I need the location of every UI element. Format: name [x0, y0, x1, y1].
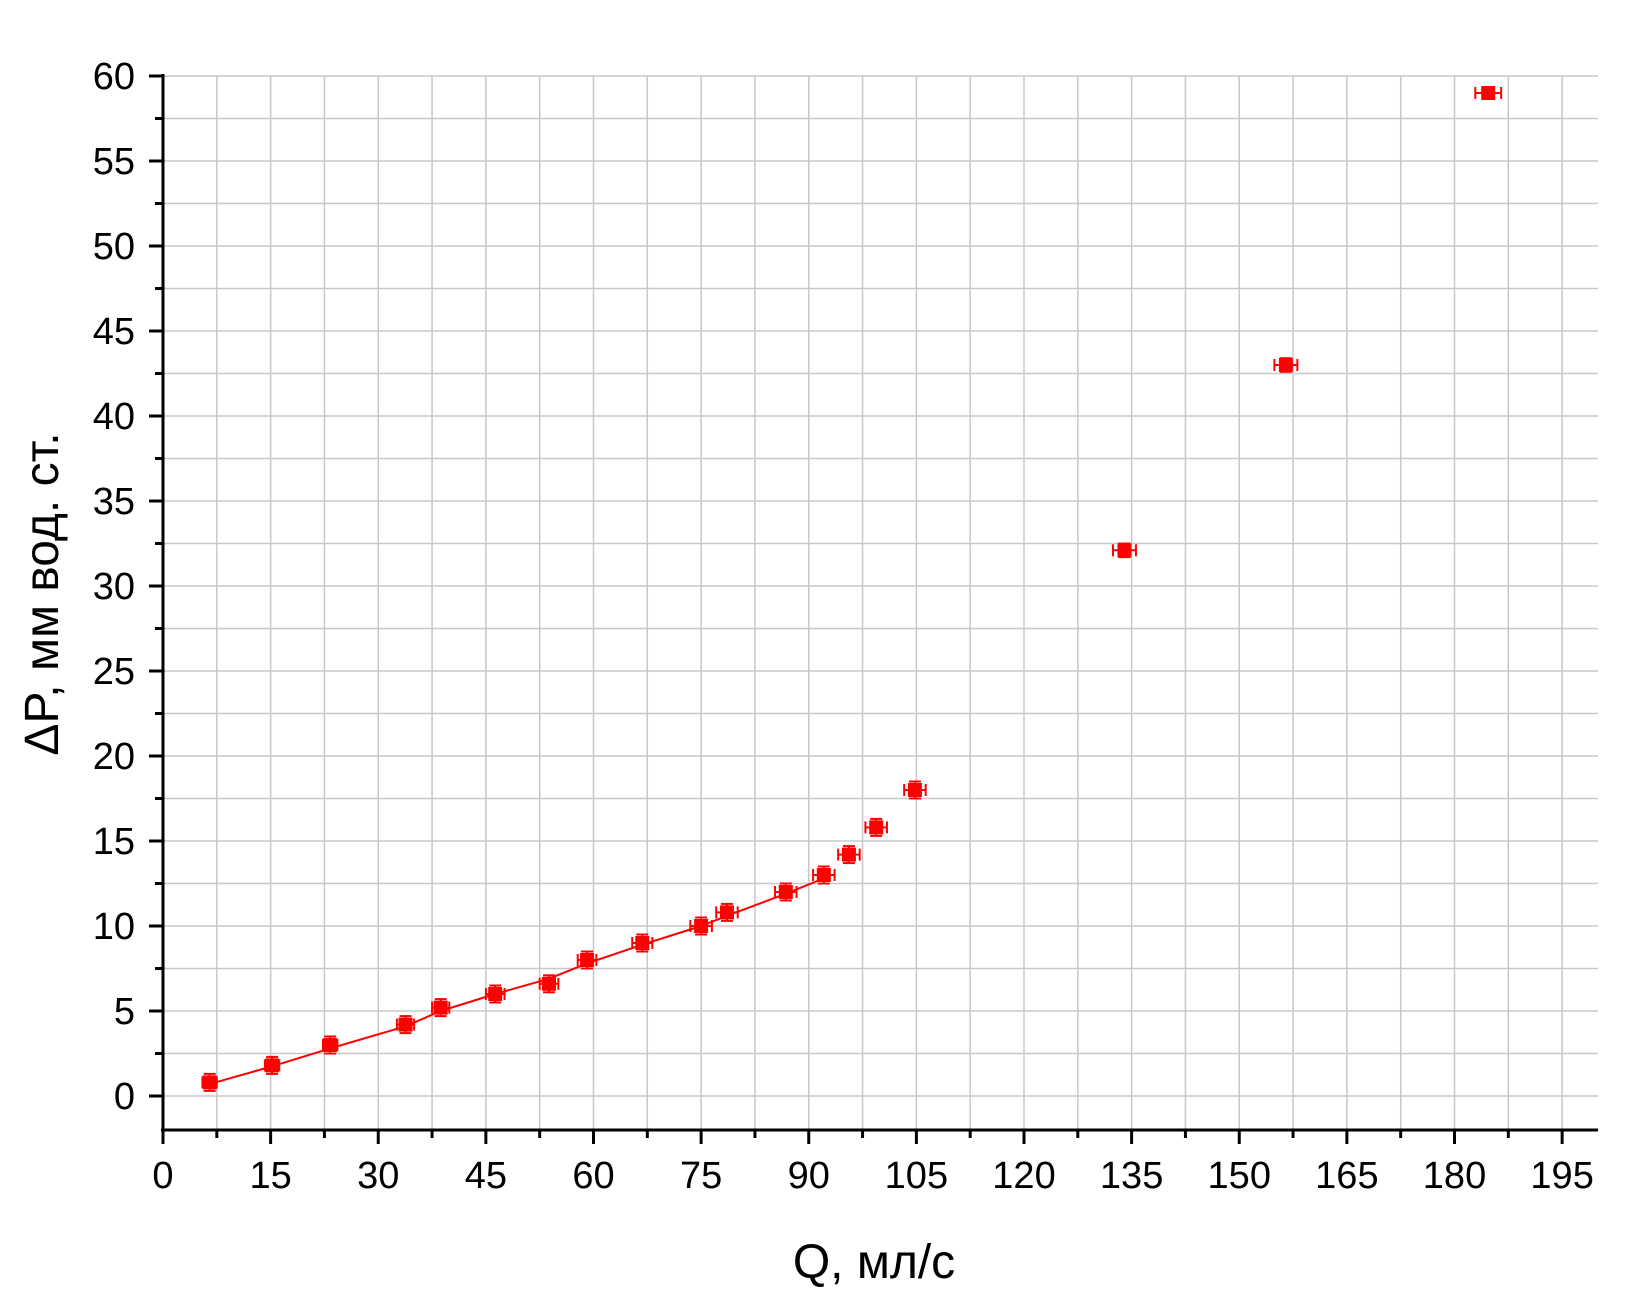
x-tick-label: 75 — [680, 1155, 722, 1197]
data-marker — [841, 847, 856, 862]
data-point — [812, 865, 836, 885]
x-tick-label: 30 — [357, 1155, 399, 1197]
data-point — [837, 845, 861, 865]
x-tick-label: 165 — [1315, 1155, 1378, 1197]
x-tick-label: 15 — [249, 1155, 291, 1197]
data-point — [1111, 542, 1137, 559]
data-point — [538, 974, 560, 994]
x-axis-title: Q, мл/с — [793, 1236, 955, 1289]
data-marker — [488, 987, 503, 1001]
data-point — [864, 817, 888, 837]
data-marker — [323, 1038, 338, 1052]
y-tick-label: 10 — [93, 906, 135, 948]
data-marker — [1481, 86, 1496, 100]
data-marker — [202, 1075, 217, 1090]
data-marker — [580, 953, 595, 967]
data-point — [322, 1035, 339, 1055]
data-point — [431, 998, 451, 1018]
data-point — [1474, 86, 1503, 100]
data-point — [774, 882, 798, 902]
data-point — [715, 902, 739, 922]
data-marker — [694, 919, 709, 933]
data-point — [689, 916, 713, 936]
grid — [163, 75, 1598, 1130]
data-marker — [778, 885, 793, 899]
data-points-layer — [201, 86, 1503, 1092]
data-point — [201, 1072, 218, 1092]
y-tick-label: 30 — [93, 566, 135, 608]
y-tick-label: 50 — [93, 226, 135, 268]
x-tick-label: 120 — [992, 1155, 1055, 1197]
y-tick-label: 20 — [93, 736, 135, 778]
y-tick-label: 0 — [114, 1076, 135, 1118]
data-marker — [816, 868, 831, 882]
y-axis-title: ΔP, мм вод. ст. — [16, 432, 69, 755]
x-tick-label: 90 — [788, 1155, 830, 1197]
data-point — [903, 780, 927, 800]
data-marker — [635, 936, 650, 950]
y-tick-label: 60 — [93, 56, 135, 98]
x-tick-label: 195 — [1530, 1155, 1593, 1197]
data-marker — [433, 1000, 448, 1015]
data-marker — [265, 1058, 280, 1073]
y-tick-label: 15 — [93, 821, 135, 863]
data-marker — [398, 1017, 413, 1032]
x-tick-label: 60 — [572, 1155, 614, 1197]
x-tick-label: 135 — [1100, 1155, 1163, 1197]
x-tick-label: 180 — [1423, 1155, 1486, 1197]
data-marker — [719, 905, 734, 920]
x-tick-label: 150 — [1208, 1155, 1271, 1197]
y-tick-label: 35 — [93, 481, 135, 523]
data-point — [484, 984, 506, 1004]
x-tick-label: 45 — [465, 1155, 507, 1197]
y-tick-label: 5 — [114, 991, 135, 1033]
x-tick-label: 105 — [885, 1155, 948, 1197]
y-axis-ticks: 0 5 10 15 20 25 30 35 40 45 50 55 60 — [93, 56, 163, 1118]
data-marker — [869, 820, 884, 835]
data-point — [263, 1055, 281, 1075]
data-marker — [542, 976, 557, 991]
x-axis-ticks: 0 15 30 45 60 75 90 105 120 135 150 165 180 195 — [152, 1130, 1594, 1197]
data-point — [1273, 357, 1299, 373]
data-marker — [1117, 543, 1132, 558]
axes — [161, 74, 1598, 1132]
y-tick-label: 45 — [93, 311, 135, 353]
y-tick-label: 40 — [93, 396, 135, 438]
data-marker — [907, 783, 922, 797]
y-tick-label: 25 — [93, 651, 135, 693]
data-point — [395, 1015, 416, 1035]
data-point — [631, 933, 654, 953]
data-marker — [1278, 358, 1293, 372]
x-tick-label: 0 — [152, 1155, 173, 1197]
y-tick-label: 55 — [93, 141, 135, 183]
data-point — [576, 950, 598, 970]
